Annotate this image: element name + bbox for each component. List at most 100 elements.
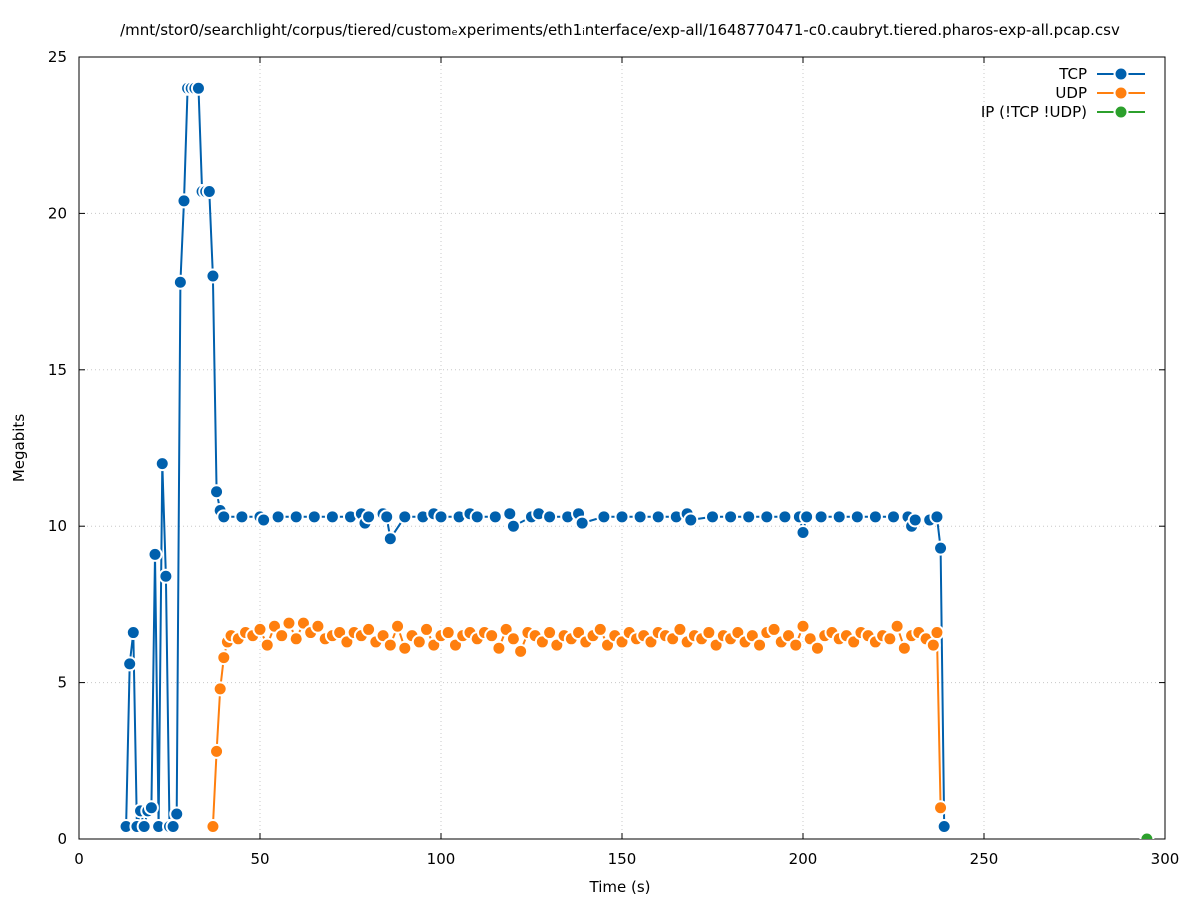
data-point-udp [592, 621, 608, 637]
legend-label: IP (!TCP !UDP) [981, 103, 1087, 121]
data-point-tcp [122, 656, 138, 672]
data-point-tcp [799, 509, 815, 525]
data-point-tcp [933, 540, 949, 556]
data-point-udp [752, 637, 768, 653]
data-point-tcp [886, 509, 901, 525]
data-point-tcp [777, 509, 793, 525]
y-tick-label: 10 [48, 517, 67, 535]
data-point-tcp [683, 512, 699, 528]
legend-label: UDP [1055, 84, 1087, 102]
x-tick-label: 200 [789, 850, 818, 868]
data-point-udp [440, 625, 456, 641]
data-point-udp [216, 650, 232, 666]
data-point-tcp [433, 509, 449, 525]
y-tick-label: 15 [48, 361, 67, 379]
data-point-udp [896, 640, 912, 656]
data-point-tcp [256, 512, 272, 528]
data-point-udp [513, 643, 529, 659]
data-point-tcp [270, 509, 286, 525]
data-point-tcp [361, 509, 377, 525]
data-point-udp [889, 618, 905, 634]
data-point-tcp [397, 509, 413, 525]
y-axis-title: Megabits [10, 414, 28, 482]
data-point-tcp [759, 509, 775, 525]
series-udp [205, 615, 949, 834]
data-point-udp [788, 637, 804, 653]
data-point-udp [795, 618, 811, 634]
data-point-udp [390, 618, 406, 634]
data-point-tcp [165, 818, 181, 834]
data-point-tcp [867, 509, 883, 525]
data-point-udp [542, 625, 558, 641]
data-point-tcp [234, 509, 250, 525]
data-point-tcp [143, 800, 159, 816]
series-layer [118, 80, 1155, 839]
data-point-tcp [469, 509, 485, 525]
data-point-tcp [831, 509, 847, 525]
legend-swatch-marker [1113, 104, 1129, 120]
data-point-udp [411, 634, 427, 650]
data-point-tcp [907, 512, 923, 528]
data-point-tcp [849, 509, 865, 525]
data-point-tcp [324, 509, 340, 525]
data-point-udp [382, 637, 398, 653]
data-point-udp [672, 621, 688, 637]
data-point-udp [205, 818, 221, 834]
data-point-tcp [705, 509, 720, 525]
x-tick-label: 0 [74, 850, 84, 868]
data-point-udp [274, 628, 290, 644]
data-point-tcp [306, 509, 322, 525]
x-tick-label: 250 [970, 850, 999, 868]
y-tick-label: 0 [57, 830, 67, 848]
data-point-tcp [632, 509, 648, 525]
data-point-tcp [154, 456, 170, 472]
data-point-tcp [723, 509, 739, 525]
data-point-tcp [172, 274, 188, 290]
data-point-udp [882, 631, 898, 647]
data-point-udp [491, 640, 507, 656]
data-point-udp [701, 625, 717, 641]
y-tick-label: 25 [48, 48, 67, 66]
data-point-tcp [542, 509, 558, 525]
data-point-udp [209, 743, 225, 759]
data-point-tcp [201, 184, 217, 200]
chart-title: /mnt/stor0/searchlight/corpus/tiered/cus… [120, 21, 1120, 39]
data-point-tcp [487, 509, 503, 525]
data-point-udp [281, 615, 297, 631]
y-tick-label: 20 [48, 204, 67, 222]
data-point-tcp [158, 568, 174, 584]
legend-swatch-marker [1113, 66, 1129, 82]
data-point-tcp [929, 509, 945, 525]
x-tick-label: 100 [427, 850, 456, 868]
data-point-tcp [741, 509, 757, 525]
data-point-udp [766, 621, 782, 637]
data-point-tcp [502, 506, 518, 522]
data-point-udp [310, 618, 326, 634]
data-point-tcp [190, 80, 206, 96]
legend-label: TCP [1058, 65, 1087, 83]
series-tcp [118, 80, 952, 834]
data-point-tcp [205, 268, 221, 284]
data-point-tcp [936, 818, 952, 834]
data-point-udp [397, 640, 413, 656]
axis-ticks: 0 50 100 150 200 250 300 0 5 10 15 20 25 [48, 48, 1179, 868]
data-point-tcp [136, 818, 152, 834]
data-point-tcp [125, 625, 141, 641]
data-point-udp [259, 637, 275, 653]
x-tick-label: 150 [608, 850, 637, 868]
data-point-tcp [505, 518, 521, 534]
data-point-tcp [813, 509, 829, 525]
data-point-udp [933, 800, 949, 816]
data-point-tcp [209, 484, 225, 500]
legend-swatch-marker [1113, 85, 1129, 101]
data-point-tcp [795, 524, 811, 540]
data-point-tcp [176, 193, 192, 209]
data-point-tcp [169, 806, 185, 822]
x-tick-label: 300 [1151, 850, 1180, 868]
y-tick-label: 5 [57, 674, 67, 692]
data-point-tcp [382, 531, 398, 547]
data-point-udp [212, 681, 228, 697]
